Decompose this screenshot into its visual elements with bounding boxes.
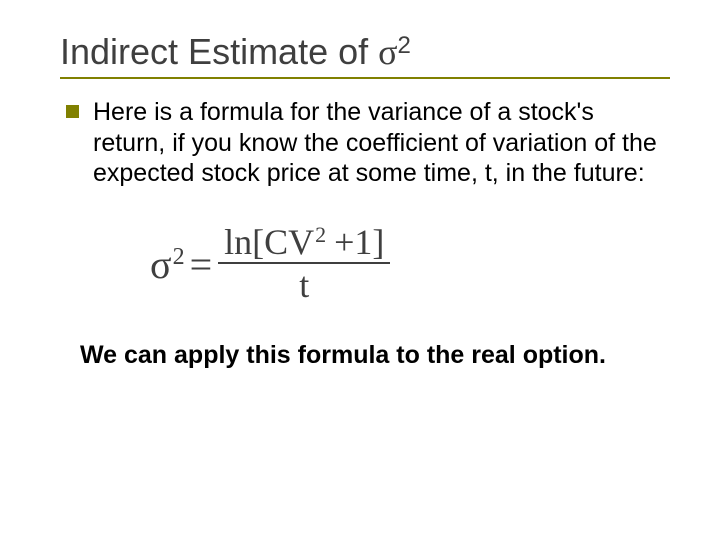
formula-sigma: σ: [150, 242, 172, 287]
num-prefix: ln[CV: [224, 222, 314, 262]
sigma-symbol: σ: [378, 32, 397, 72]
title-underline: [60, 77, 670, 79]
formula-lhs: σ2: [150, 241, 184, 288]
square-bullet-icon: [66, 105, 79, 118]
title-prefix: Indirect Estimate of: [60, 31, 378, 72]
slide: Indirect Estimate of σ2 Here is a formul…: [0, 0, 720, 540]
slide-title: Indirect Estimate of σ2: [60, 30, 411, 73]
num-exp: 2: [315, 222, 326, 247]
title-row: Indirect Estimate of σ2: [60, 30, 670, 73]
denominator: t: [299, 264, 309, 306]
body-block: Here is a formula for the variance of a …: [60, 97, 670, 189]
title-exponent: 2: [398, 32, 411, 59]
numerator: ln[CV2 +1]: [218, 223, 390, 265]
body-paragraph: Here is a formula for the variance of a …: [93, 97, 670, 189]
variance-formula: σ2 = ln[CV2 +1] t: [150, 223, 670, 307]
equals-sign: =: [190, 241, 213, 288]
formula-block: σ2 = ln[CV2 +1] t: [150, 223, 670, 307]
fraction: ln[CV2 +1] t: [218, 223, 390, 307]
num-suffix: +1]: [325, 222, 384, 262]
formula-lhs-exp: 2: [173, 244, 185, 270]
conclusion-text: We can apply this formula to the real op…: [60, 340, 670, 371]
